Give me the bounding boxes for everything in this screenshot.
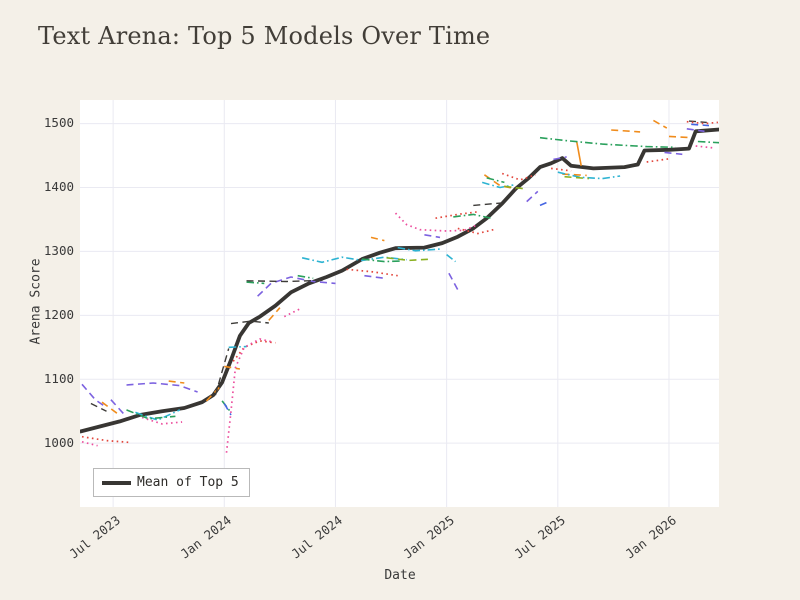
model-line <box>224 365 241 370</box>
model-line <box>435 210 478 220</box>
model-line <box>90 402 107 412</box>
model-line <box>81 435 131 444</box>
model-line <box>550 167 572 172</box>
y-tick-label: 1200 <box>43 306 74 322</box>
model-line <box>268 307 281 321</box>
model-line <box>553 156 567 161</box>
page-title: Text Arena: Top 5 Models Over Time <box>38 22 491 50</box>
model-line <box>457 227 494 235</box>
model-line <box>646 157 670 163</box>
model-line <box>668 135 692 139</box>
model-line <box>126 409 176 420</box>
plot-area <box>80 100 719 507</box>
model-line <box>473 202 503 207</box>
model-line <box>297 274 314 280</box>
model-line <box>228 345 247 349</box>
model-line <box>526 190 539 203</box>
model-line <box>364 274 385 280</box>
model-line <box>424 234 441 239</box>
legend-mean-line-sample <box>102 480 131 485</box>
model-line <box>386 257 432 262</box>
model-line <box>539 136 676 149</box>
model-line <box>453 213 492 219</box>
model-line <box>686 120 718 125</box>
model-line <box>611 129 641 133</box>
model-line <box>225 338 274 453</box>
legend-label: Mean of Top 5 <box>137 475 239 490</box>
model-line <box>168 380 185 384</box>
model-line <box>370 236 385 242</box>
y-tick-label: 1300 <box>43 242 74 258</box>
model-line <box>557 171 621 180</box>
model-line <box>664 151 683 156</box>
y-axis-label: Arena Score <box>28 258 44 345</box>
model-line <box>101 401 119 415</box>
model-line <box>486 177 505 184</box>
model-line <box>562 173 587 177</box>
model-line <box>501 172 536 181</box>
x-axis-label: Date <box>384 568 416 583</box>
model-line <box>246 281 265 285</box>
model-line <box>446 253 456 263</box>
model-line <box>223 403 232 416</box>
y-tick-label: 1400 <box>43 179 74 195</box>
legend-box: Mean of Top 5 <box>93 468 250 497</box>
model-line <box>448 272 459 291</box>
y-tick-label: 1000 <box>43 434 74 450</box>
model-line <box>504 185 525 190</box>
y-tick-label: 1100 <box>43 370 74 386</box>
model-line <box>481 181 514 189</box>
model-line <box>697 140 719 144</box>
model-line <box>575 141 582 166</box>
model-line <box>688 120 707 124</box>
model-line <box>397 246 443 252</box>
model-line <box>110 399 125 415</box>
model-line <box>126 382 198 393</box>
model-line <box>362 258 403 263</box>
model-line <box>539 200 550 207</box>
model-line <box>301 256 407 264</box>
model-line <box>564 175 589 180</box>
model-line <box>653 119 668 129</box>
y-tick-label: 1500 <box>43 115 74 131</box>
model-line <box>81 383 105 407</box>
model-line <box>246 279 327 283</box>
model-line <box>230 320 269 325</box>
model-line <box>214 348 230 396</box>
model-line <box>691 123 710 127</box>
model-line <box>257 276 336 297</box>
model-line <box>141 416 183 425</box>
model-line <box>686 128 705 133</box>
